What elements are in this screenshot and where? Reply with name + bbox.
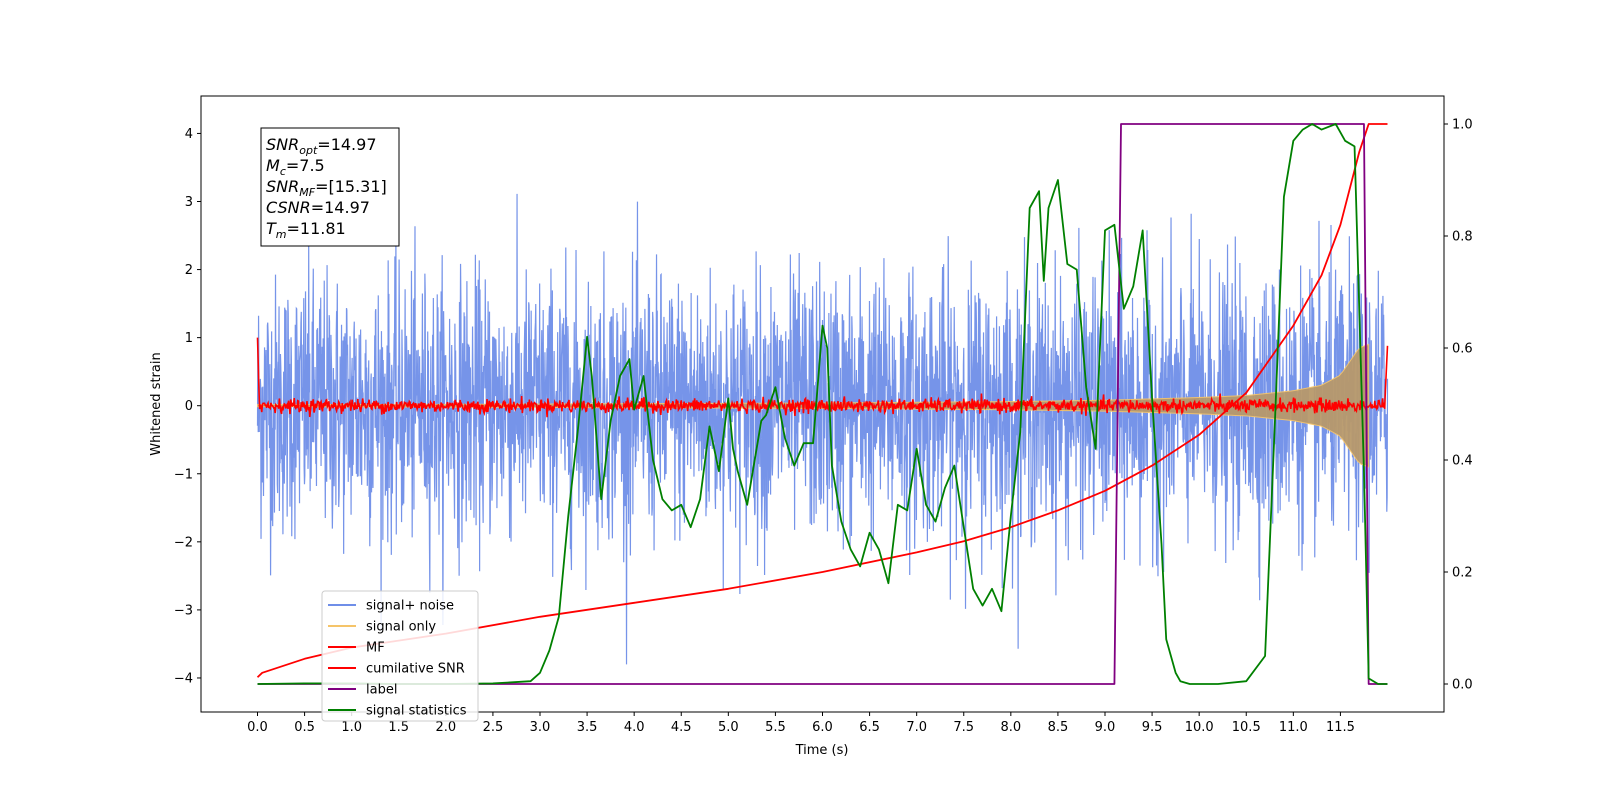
x-tick-label: 10.5 <box>1232 720 1261 735</box>
x-tick-label: 3.5 <box>577 720 598 735</box>
legend: signal+ noise signal only MF cumilative SNR… <box>321 590 479 722</box>
y-tick-label: 1 <box>185 331 193 346</box>
series-signal-statistics-line <box>257 123 1388 685</box>
legend-label: signal only <box>366 620 436 635</box>
x-tick-label: 1.5 <box>388 720 409 735</box>
x-tick-label: 4.5 <box>671 720 692 735</box>
y-tick-label: −4 <box>174 671 193 686</box>
y-axis-right: 1.0 0.8 0.6 0.4 0.2 0.0 <box>1444 118 1473 693</box>
x-tick-label: 5.0 <box>718 720 739 735</box>
series-label-line <box>257 123 1388 685</box>
y-axis-left: 4 3 2 1 0 −1 −2 −3 −4 <box>174 127 201 686</box>
y-tick-label: −1 <box>174 467 193 482</box>
x-tick-label: 4.0 <box>624 720 645 735</box>
annotation-line: SNRMF=[15.31] <box>266 177 387 199</box>
legend-label: MF <box>366 641 385 656</box>
x-tick-label: 11.5 <box>1326 720 1355 735</box>
legend-label: cumilative SNR <box>366 662 465 677</box>
y-axis-label: Whitened strain <box>149 352 164 455</box>
x-tick-label: 9.0 <box>1095 720 1116 735</box>
y2-tick-label: 0.4 <box>1452 454 1473 469</box>
x-tick-label: 2.5 <box>483 720 504 735</box>
x-tick-label: 8.0 <box>1000 720 1021 735</box>
y2-tick-label: 0.6 <box>1452 342 1473 357</box>
x-tick-label: 5.5 <box>765 720 786 735</box>
x-tick-label: 1.0 <box>341 720 362 735</box>
legend-label: signal statistics <box>366 704 467 719</box>
x-tick-label: 8.5 <box>1048 720 1069 735</box>
annotation-line: CSNR=14.97 <box>266 198 370 217</box>
y2-tick-label: 0.0 <box>1452 678 1473 693</box>
x-tick-label: 0.0 <box>247 720 268 735</box>
annotation-line: Tm=11.81 <box>266 219 346 241</box>
y-tick-label: 4 <box>185 127 193 142</box>
legend-label: signal+ noise <box>366 599 454 614</box>
stats-annotation-box: SNRopt=14.97Mc=7.5SNRMF=[15.31]CSNR=14.9… <box>260 127 400 247</box>
series-mf-line <box>256 337 1389 418</box>
x-tick-label: 2.0 <box>435 720 456 735</box>
annotation-line: Mc=7.5 <box>266 156 325 178</box>
annotation-line: SNRopt=14.97 <box>266 135 377 157</box>
x-tick-label: 10.0 <box>1185 720 1214 735</box>
annotation-frame <box>260 127 400 247</box>
x-tick-label: 7.5 <box>953 720 974 735</box>
x-tick-label: 3.0 <box>530 720 551 735</box>
x-tick-label: 6.5 <box>859 720 880 735</box>
x-tick-label: 11.0 <box>1279 720 1308 735</box>
legend-label: label <box>366 683 397 698</box>
y-tick-label: −2 <box>174 535 193 550</box>
x-axis: 0.0 0.5 1.0 1.5 2.0 2.5 3.0 3.5 4.0 4.5 5.0 5.5 6.0 6… <box>247 712 1355 735</box>
y-tick-label: 0 <box>185 399 193 414</box>
x-tick-label: 9.5 <box>1142 720 1163 735</box>
y-tick-label: 3 <box>185 195 193 210</box>
x-tick-label: 6.0 <box>812 720 833 735</box>
x-tick-label: 0.5 <box>294 720 315 735</box>
y2-tick-label: 1.0 <box>1452 118 1473 133</box>
x-tick-label: 7.0 <box>906 720 927 735</box>
x-axis-label: Time (s) <box>795 743 849 758</box>
y-tick-label: −3 <box>174 603 193 618</box>
series-signal-noise-line <box>256 193 1389 665</box>
legend-frame <box>321 590 479 722</box>
y2-tick-label: 0.8 <box>1452 230 1473 245</box>
y2-tick-label: 0.2 <box>1452 566 1473 581</box>
y-tick-label: 2 <box>185 263 193 278</box>
series-layer <box>256 123 1389 685</box>
